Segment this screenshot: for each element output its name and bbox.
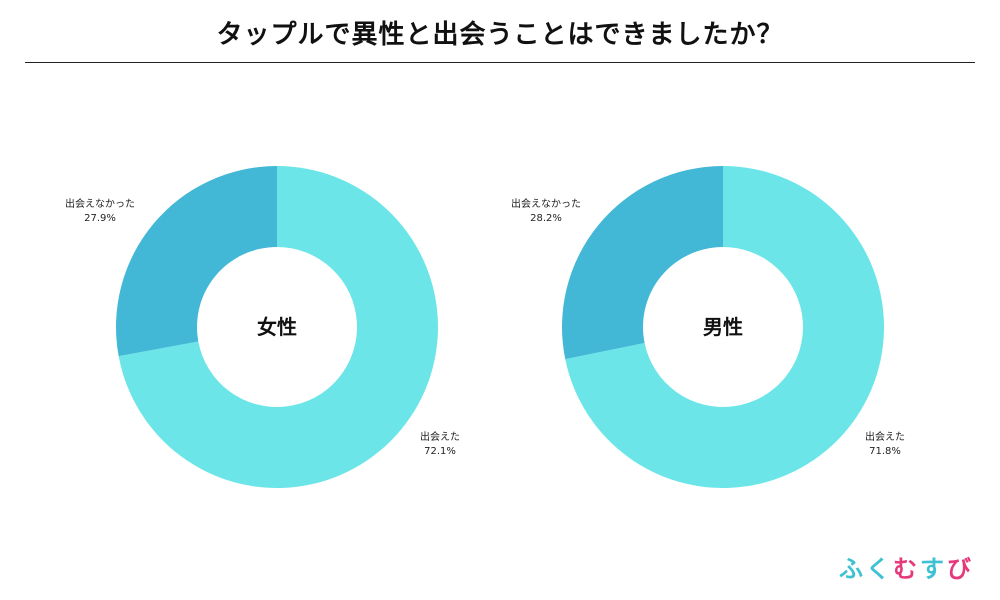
pie-slice — [562, 166, 723, 360]
brand-logo: ふくむすび — [839, 549, 974, 584]
pie-slice — [116, 166, 277, 357]
slice-label: 出会えた — [865, 430, 905, 443]
title-divider — [25, 62, 975, 63]
slice-value-label: 71.8% — [869, 446, 901, 457]
chart-title: タップルで異性と出会うことはできましたか？ — [216, 20, 784, 50]
logo-char: す — [920, 555, 947, 583]
logo-char: び — [947, 555, 974, 583]
slice-label: 出会えた — [420, 430, 460, 443]
donut-chart-female: 出会えた 72.1% 出会えなかった 27.9% 女性 — [65, 166, 460, 488]
donut-center-label: 女性 — [257, 315, 297, 339]
logo-char: く — [866, 555, 893, 583]
pie-slice — [565, 166, 885, 488]
slice-label: 出会えなかった — [511, 197, 581, 210]
slice-value-label: 28.2% — [530, 213, 562, 224]
logo-char: ふ — [839, 555, 866, 583]
slice-label: 出会えなかった — [65, 197, 135, 210]
donut-center-label: 男性 — [703, 315, 743, 339]
logo-char: む — [893, 555, 920, 583]
slice-value-label: 27.9% — [84, 213, 116, 224]
pie-slice — [118, 166, 439, 488]
donut-chart-male: 出会えた 71.8% 出会えなかった 28.2% 男性 — [511, 166, 905, 488]
slice-value-label: 72.1% — [424, 446, 456, 457]
